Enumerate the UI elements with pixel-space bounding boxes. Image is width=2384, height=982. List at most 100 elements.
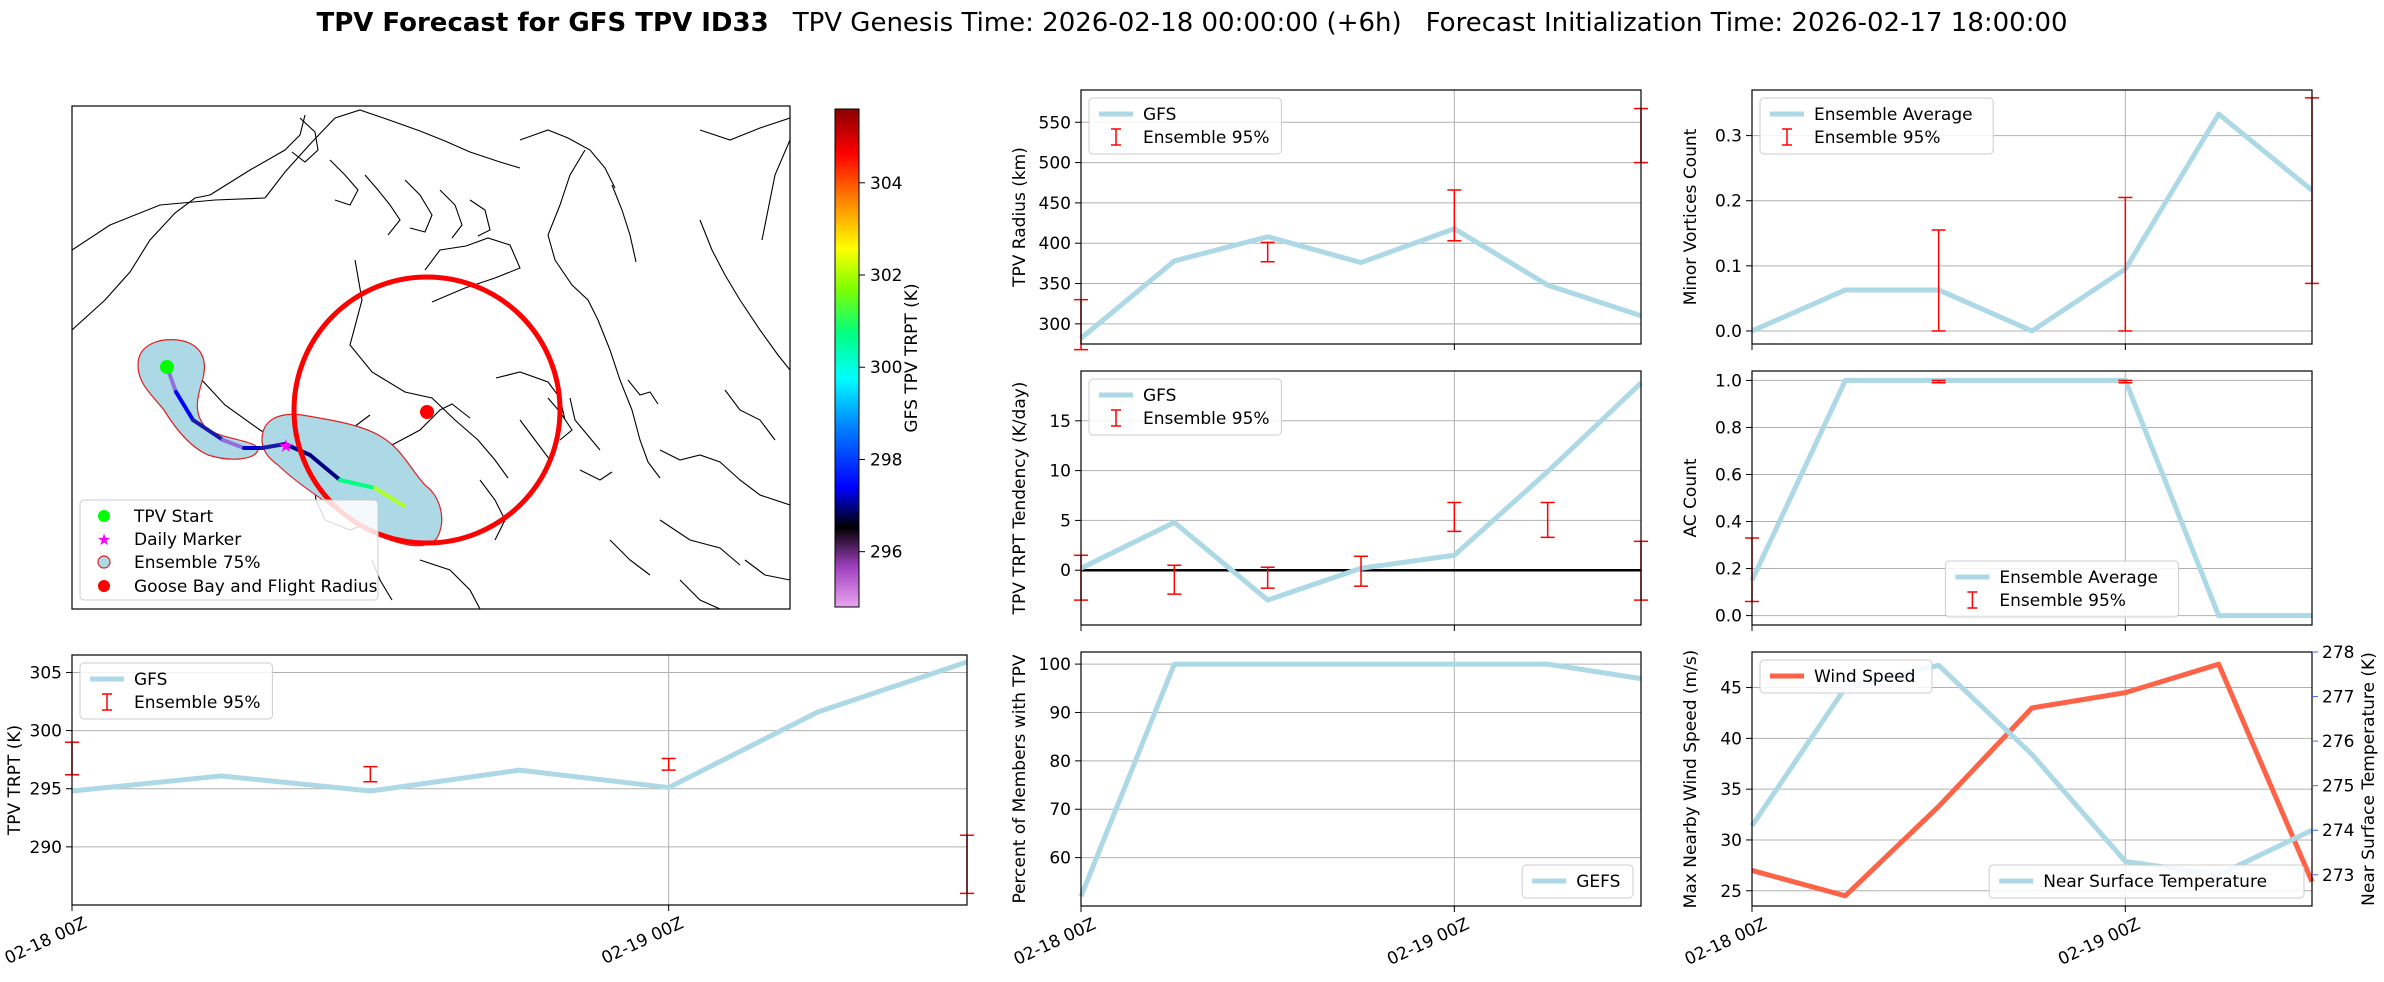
legend-label: Wind Speed	[1814, 667, 1915, 687]
y-tick-label: 90	[1049, 703, 1071, 723]
x-tick-label: 02-19 00Z	[598, 913, 686, 968]
series-line-gfs	[1079, 226, 1642, 341]
y-tick-label: 25	[1720, 882, 1742, 902]
chart-legend: Near Surface Temperature	[1988, 864, 2305, 899]
legend-label: Ensemble Average	[1999, 568, 2158, 588]
y-tick-label: 550	[1039, 113, 1071, 133]
series-line-ensemble-average	[1750, 111, 2314, 334]
y-right-tick-label: 274	[2322, 821, 2354, 841]
legend-label: Ensemble 95%	[1143, 128, 1270, 148]
legend-box	[1759, 97, 1994, 155]
y-tick-label: 100	[1039, 655, 1071, 675]
y-tick-label: 290	[30, 838, 62, 858]
x-tick-label: 02-18 00Z	[1682, 914, 1770, 969]
plot-background	[1752, 652, 2312, 906]
y-tick-label: 0.3	[1715, 127, 1742, 147]
y-tick-label: 400	[1039, 234, 1071, 254]
legend-label: Ensemble 95%	[1814, 128, 1941, 148]
map-legend-box	[79, 499, 379, 601]
y-tick-label: 70	[1049, 800, 1071, 820]
chart-legend: GEFS	[1521, 864, 1634, 899]
errorbar	[1260, 566, 1275, 589]
chart-radius: 300 350 400 450 500 550 TPV Radius (km) GFS Ense…	[1010, 89, 1648, 351]
y-right-tick-label: 277	[2322, 688, 2354, 708]
colorbar-label: GFS TPV TRPT (K)	[902, 283, 922, 432]
y-right-tick-label: 273	[2322, 866, 2354, 886]
legend-box	[1759, 659, 1933, 694]
ensemble-75-region-east	[261, 413, 443, 547]
flight-radius-circle	[291, 274, 563, 546]
plot-frame	[1751, 651, 2313, 907]
x-tick-label: 02-18 00Z	[2, 913, 90, 968]
y-tick-label: 60	[1049, 849, 1071, 869]
y-axis-label: TPV Radius (km)	[1010, 147, 1030, 288]
chart-wind: 25 30 35 40 45 02-18 00Z 02-19 00Z Max Nearby W…	[1681, 643, 2379, 970]
plot-frame	[1751, 89, 2313, 345]
y-tick-label: 0.0	[1715, 607, 1742, 627]
legend-label: Ensemble 95%	[1143, 409, 1270, 429]
y-axis-label: Minor Vortices Count	[1681, 128, 1701, 305]
y-tick-label: 500	[1039, 154, 1071, 174]
chart-tendency: 0 5 10 15 TPV TRPT Tendency (K/day) GFS Ensemb…	[1010, 370, 1648, 631]
legend-label: Near Surface Temperature	[2043, 872, 2267, 892]
y-tick-label: 5	[1060, 511, 1071, 531]
title-genesis: TPV Genesis Time: 2026-02-18 00:00:00 (+…	[792, 8, 1402, 38]
colorbar: 296 298 300 302 304 GFS TPV TRPT (K)	[834, 108, 922, 608]
errorbar	[1354, 555, 1368, 587]
y-tick-label: 0.0	[1715, 322, 1742, 342]
legend-ensemble-75: Ensemble 75%	[134, 553, 261, 573]
map-legend: TPV Start ★ Daily Marker Ensemble 75% Go…	[79, 499, 379, 601]
legend-tpv-start-icon	[98, 510, 110, 522]
colorbar-tick-label: 300	[870, 358, 902, 378]
series-line-gfs	[71, 659, 968, 794]
legend-label: Ensemble 95%	[1999, 591, 2126, 611]
chart-trpt: 290 295 300 305 02-18 00Z 02-19 00Z TPV TRPT (…	[2, 654, 974, 969]
plot-frame	[1751, 370, 2313, 626]
daily-marker-star: ★	[278, 436, 294, 457]
y-tick-label: 295	[30, 780, 62, 800]
y-tick-label: 1.0	[1715, 371, 1742, 391]
plot-frame	[71, 654, 968, 906]
errorbar	[1540, 501, 1555, 539]
y-right-axis-label: Near Surface Temperature (K)	[2359, 652, 2379, 906]
y-tick-label: 35	[1720, 780, 1742, 800]
title-bold: TPV Forecast for GFS TPV ID33	[316, 8, 768, 38]
y-tick-label: 30	[1720, 831, 1742, 851]
legend-box	[1088, 378, 1282, 436]
legend-box	[79, 662, 273, 720]
y-axis-label: Max Nearby Wind Speed (m/s)	[1681, 650, 1701, 909]
y-tick-label: 45	[1720, 679, 1742, 699]
y-tick-label: 80	[1049, 752, 1071, 772]
legend-goose-bay-icon	[98, 580, 110, 592]
y-axis-label: TPV TRPT (K)	[5, 725, 25, 836]
y-tick-label: 0	[1060, 561, 1071, 581]
series-line-wind-speed	[1751, 661, 2315, 899]
colorbar-tick-label: 302	[870, 266, 902, 286]
legend-label: GFS	[1143, 386, 1176, 406]
y-axis-label: TPV TRPT Tendency (K/day)	[1010, 382, 1030, 616]
y-tick-label: 305	[30, 663, 62, 683]
errorbar	[661, 757, 676, 771]
y-tick-label: 0.1	[1715, 257, 1742, 277]
errorbar	[1447, 501, 1462, 533]
legend-tpv-start: TPV Start	[133, 507, 214, 527]
errorbar	[363, 765, 378, 783]
y-tick-label: 40	[1720, 729, 1742, 749]
chart-percent: 60 70 80 90 100 02-18 00Z 02-19 00Z Percent of …	[1010, 651, 1642, 970]
series-line-gefs	[1078, 661, 1642, 898]
x-tick-label: 02-19 00Z	[2055, 914, 2143, 969]
x-tick-label: 02-19 00Z	[1384, 914, 1472, 969]
chart-legend: Wind Speed	[1759, 659, 1933, 694]
chart-legend: GFS Ensemble 95%	[1088, 97, 1282, 155]
y-tick-label: 350	[1039, 275, 1071, 295]
y-right-tick-label: 276	[2322, 732, 2354, 752]
plot-frame	[1080, 651, 1642, 907]
legend-box	[1088, 97, 1282, 155]
chart-legend: GFS Ensemble 95%	[79, 662, 273, 720]
y-tick-label: 0.8	[1715, 418, 1742, 438]
x-tick-label: 02-18 00Z	[1011, 914, 1099, 969]
y-tick-label: 450	[1039, 194, 1071, 214]
colorbar-tick-label: 298	[870, 450, 902, 470]
map-panel: ★ TPV Start ★ Daily Marker Ensemble 75% …	[71, 105, 791, 610]
